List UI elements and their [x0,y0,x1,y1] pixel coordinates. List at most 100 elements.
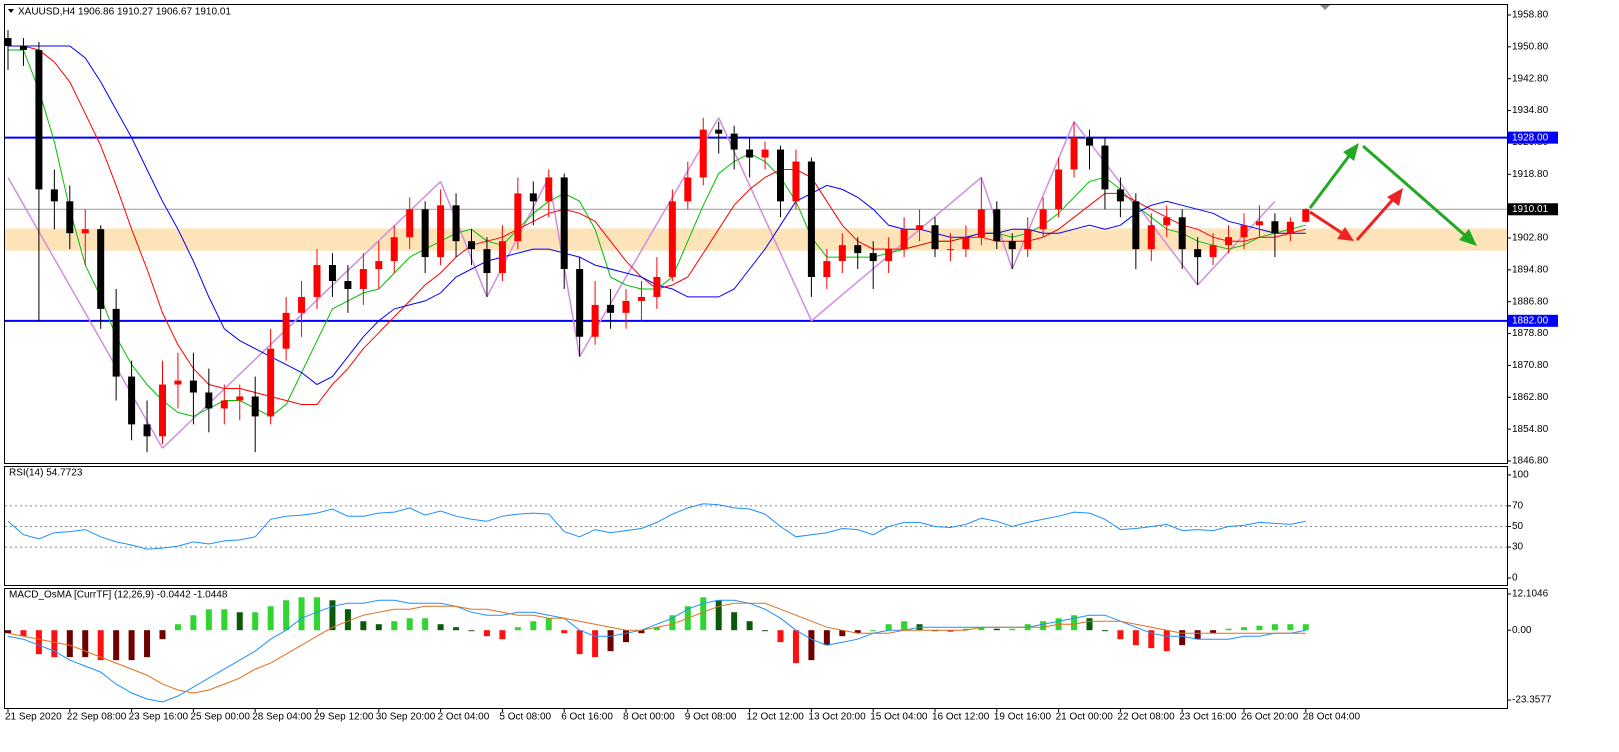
histogram-bar [993,628,1000,631]
candle-body [267,348,275,417]
y-tick-label: 100 [1512,470,1529,481]
histogram-bar [1194,630,1201,640]
forecast-arrows [1308,143,1477,246]
histogram-bar [715,600,722,631]
histogram-bar [82,630,89,658]
x-tick-label: 16 Oct 12:00 [932,712,990,723]
zigzag-segment [1197,200,1276,286]
candle-body [468,241,475,250]
x-tick-label: 12 Oct 12:00 [747,712,805,723]
histogram-bar [1163,630,1170,652]
histogram-bar [854,630,861,634]
histogram-bar [839,630,846,637]
x-tick-label: 23 Sep 16:00 [129,712,189,723]
histogram-bar [35,630,42,655]
histogram-bar [1101,630,1108,632]
candle-body [1008,241,1016,250]
x-tick-label: 8 Oct 00:00 [623,712,675,723]
histogram-bar [329,600,336,631]
x-tick-label: 22 Sep 08:00 [67,712,127,723]
histogram-bar [1071,615,1078,631]
bid-label-box [1508,203,1558,216]
level-label: 1882.00 [1512,315,1549,326]
candle-body [50,189,58,202]
candle-body [746,149,754,158]
bid-label: 1910.01 [1512,204,1549,215]
y-tick-label: 30 [1512,542,1524,553]
candle-body [1255,221,1263,226]
candle-body [1101,145,1109,190]
histogram-bar [962,628,969,631]
candle-body [66,201,74,234]
histogram-bar [1287,624,1294,631]
y-tick-label: -23.3577 [1512,695,1552,706]
histogram-bar [947,630,954,632]
x-tick-label: 9 Oct 08:00 [685,712,737,723]
histogram-bar [375,624,382,631]
histogram-bar [283,600,290,631]
histogram-bar [669,615,676,631]
candle-body [529,193,537,202]
candle-body [885,249,893,262]
x-tick-label: 28 Sep 04:00 [252,712,312,723]
y-tick-label: 50 [1512,521,1524,532]
histogram-bar [1117,630,1124,640]
candle-body [406,209,414,238]
histogram-bar [298,597,305,631]
candle-body [607,304,615,313]
candle-body [761,149,769,158]
histogram-bar [174,624,181,631]
zigzag-segment [1011,121,1075,270]
x-tick-label: 21 Sep 2020 [5,712,62,723]
candle-body [668,201,676,278]
candle-body [1055,169,1063,210]
price-panel [4,4,1508,464]
histogram-bar [561,630,568,634]
histogram-bar [113,630,120,661]
histogram-bar [205,609,212,631]
histogram-bar [221,609,228,631]
x-tick-label: 29 Sep 12:00 [314,712,374,723]
y-tick-label: 1862.80 [1512,392,1549,403]
histogram-bar [700,597,707,631]
candle-body [946,249,954,251]
arrow [1355,195,1398,241]
candle-body [622,300,630,313]
candle-body [977,209,985,238]
candle-body [375,261,383,270]
histogram-bar [653,627,660,631]
histogram-bar [731,612,738,631]
histogram-bar [128,630,135,661]
candle-body [560,177,568,270]
candle-body [962,237,970,250]
histogram-bar [607,630,614,652]
histogram-bar [762,630,769,632]
macd-line [7,602,1306,694]
x-tick-label: 6 Oct 16:00 [561,712,613,723]
candle-body [1086,137,1093,146]
histogram-bar [1302,624,1309,631]
arrow-head [1343,143,1359,161]
candle-body [823,261,831,278]
candle-body [1132,201,1140,250]
histogram-bar [1241,627,1247,631]
histogram-bar [483,630,490,637]
level-label-box [1508,131,1558,144]
histogram-bar [5,630,11,634]
candle-body [838,245,846,262]
histogram-bar [236,612,243,631]
histogram-bar [623,630,629,643]
histogram-bar [1179,630,1186,646]
candle-body [730,133,738,150]
panel-title: RSI(14) 54.7723 [9,468,83,479]
y-tick-label: 70 [1512,501,1524,512]
histogram-bar [159,630,166,640]
candle-body [699,129,707,178]
candle-body [328,265,336,281]
histogram-bar [453,627,460,631]
histogram-bar [638,630,645,634]
candle-body [437,205,445,258]
candle-body [684,177,692,202]
y-tick-label: 1870.80 [1512,360,1549,371]
